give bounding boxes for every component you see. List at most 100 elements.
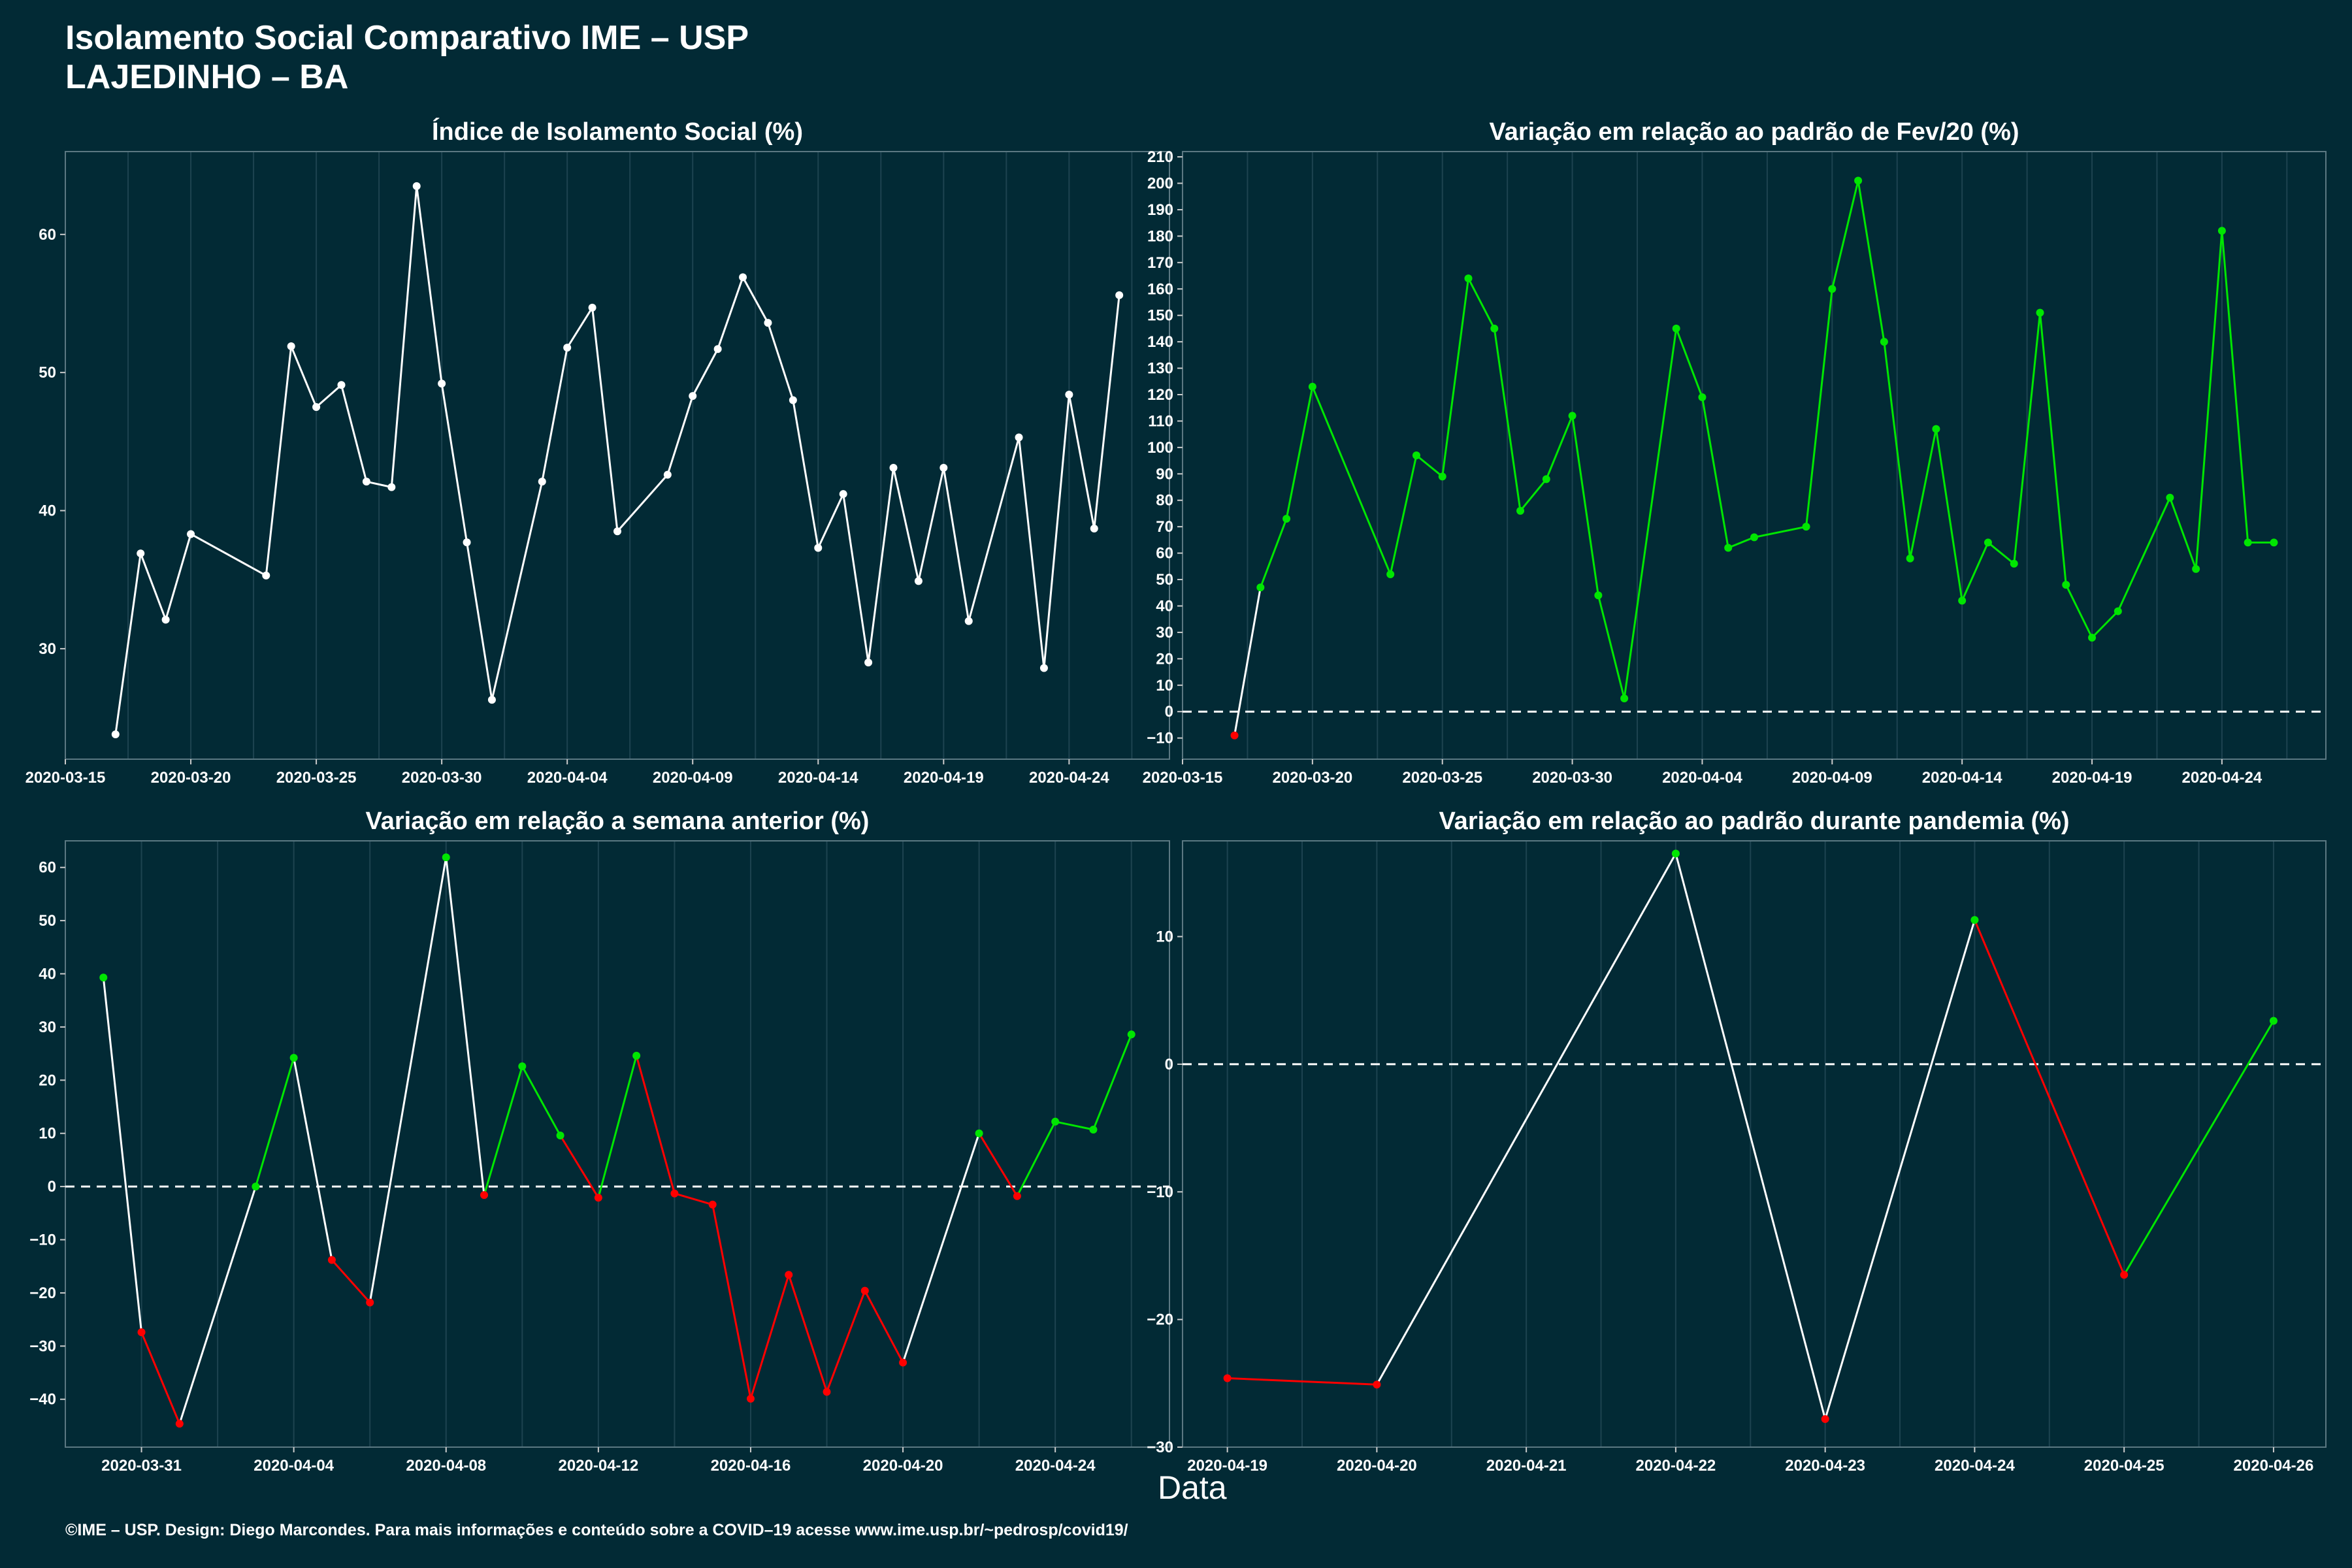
y-tick-label: 170 [1147, 254, 1173, 272]
series-segment [1727, 536, 1755, 549]
data-point [175, 1420, 184, 1428]
series-segment [559, 1135, 600, 1199]
series-segment [902, 1133, 981, 1364]
series-segment [254, 1057, 295, 1187]
x-tick-label: 2020-04-19 [2052, 769, 2132, 787]
y-tick-label: 110 [1148, 412, 1173, 430]
data-point [1854, 176, 1863, 185]
data-point [1065, 391, 1073, 399]
data-point [518, 1062, 527, 1071]
x-tick-label: 2020-04-24 [1935, 1457, 2015, 1475]
x-tick-label: 2020-03-20 [1272, 769, 1352, 787]
series-segment [1285, 386, 1314, 519]
series-segment [190, 533, 267, 577]
data-point [708, 1200, 717, 1209]
grid-lines [1182, 152, 2288, 759]
data-point [538, 478, 546, 486]
x-tick-label: 2020-04-12 [558, 1457, 638, 1475]
data-point [670, 1189, 679, 1198]
series-segment [1857, 180, 1886, 342]
y-tick-label: 120 [1147, 386, 1173, 404]
grid-lines [1226, 841, 2274, 1447]
grid-lines [65, 152, 1133, 759]
plot-frame [1182, 840, 2327, 1448]
data-point [1230, 731, 1239, 740]
data-point [1542, 475, 1550, 483]
data-point [289, 1054, 298, 1062]
data-point [387, 483, 396, 491]
series-segment [139, 553, 167, 621]
data-point [161, 615, 170, 624]
x-tick-label: 2020-04-25 [2084, 1457, 2164, 1475]
data-point [1620, 694, 1629, 702]
series-segment [1233, 587, 1262, 736]
series-segment [1831, 180, 1859, 289]
series-segment [1259, 518, 1288, 588]
series-segment [842, 493, 870, 663]
data-point [939, 464, 948, 472]
x-tick-label: 2020-03-30 [1532, 769, 1612, 787]
series-segment [1467, 278, 1495, 329]
data-point [632, 1051, 641, 1060]
series-segment [968, 437, 1020, 622]
x-tick-label: 2020-04-19 [1187, 1457, 1267, 1475]
series-segment [711, 1204, 752, 1399]
data-point [739, 273, 747, 282]
page-subtitle: LAJEDINHO – BA [65, 58, 349, 96]
data-point [137, 1328, 146, 1337]
data-point [1115, 291, 1124, 299]
series-segment [1824, 919, 1976, 1420]
data-point [2120, 1271, 2129, 1279]
data-point [480, 1191, 489, 1200]
series-segment [566, 307, 593, 348]
data-point [1015, 433, 1023, 442]
x-tick-label: 2020-03-20 [151, 769, 231, 787]
plot-frame [65, 840, 1170, 1448]
data-point [1516, 506, 1525, 515]
series-segment [867, 467, 894, 663]
x-tick-label: 2020-04-09 [1792, 769, 1872, 787]
series-segment [1545, 415, 1573, 480]
series-line [114, 186, 1120, 735]
x-tick-label: 2020-04-23 [1785, 1457, 1865, 1475]
series-segment [521, 1066, 561, 1136]
y-tick-label: −20 [29, 1284, 56, 1302]
data-point [438, 380, 446, 388]
y-tick-label: 0 [48, 1178, 56, 1196]
series-segment [440, 383, 468, 543]
data-point [2217, 227, 2226, 235]
data-point [262, 571, 270, 580]
data-point [2270, 538, 2278, 547]
data-point [785, 1271, 793, 1279]
chart-panel-1: Índice de Isolamento Social (%) 2020-03-1… [25, 117, 1170, 787]
y-tick-label: 130 [1147, 360, 1173, 378]
data-point [1223, 1374, 1232, 1382]
data-point [1671, 849, 1680, 858]
series-segment [1974, 919, 2125, 1275]
series-segment [666, 395, 694, 476]
data-point [1039, 664, 1048, 672]
data-point [914, 577, 923, 585]
series-segment [1805, 289, 1833, 527]
series-segment [483, 1066, 523, 1196]
series-segment [416, 186, 443, 384]
series-segment [2168, 497, 2197, 570]
series-segment [1883, 341, 1912, 559]
data-point [1373, 1380, 1381, 1389]
y-tick-label: −40 [29, 1391, 56, 1409]
data-point [1256, 583, 1265, 592]
data-point [487, 696, 496, 704]
x-tick-label: 2020-04-22 [1636, 1457, 1716, 1475]
data-point [764, 319, 772, 327]
x-tick-label: 2020-04-08 [406, 1457, 486, 1475]
series-segment [1043, 394, 1070, 668]
data-point [1724, 544, 1733, 552]
series-segment [1519, 478, 1547, 512]
series-segment [368, 857, 448, 1303]
series-segment [2221, 231, 2249, 543]
y-tick-label: 80 [1156, 492, 1173, 510]
y-tick-label: 90 [1156, 465, 1173, 483]
data-point [563, 344, 572, 352]
data-point [252, 1183, 260, 1191]
